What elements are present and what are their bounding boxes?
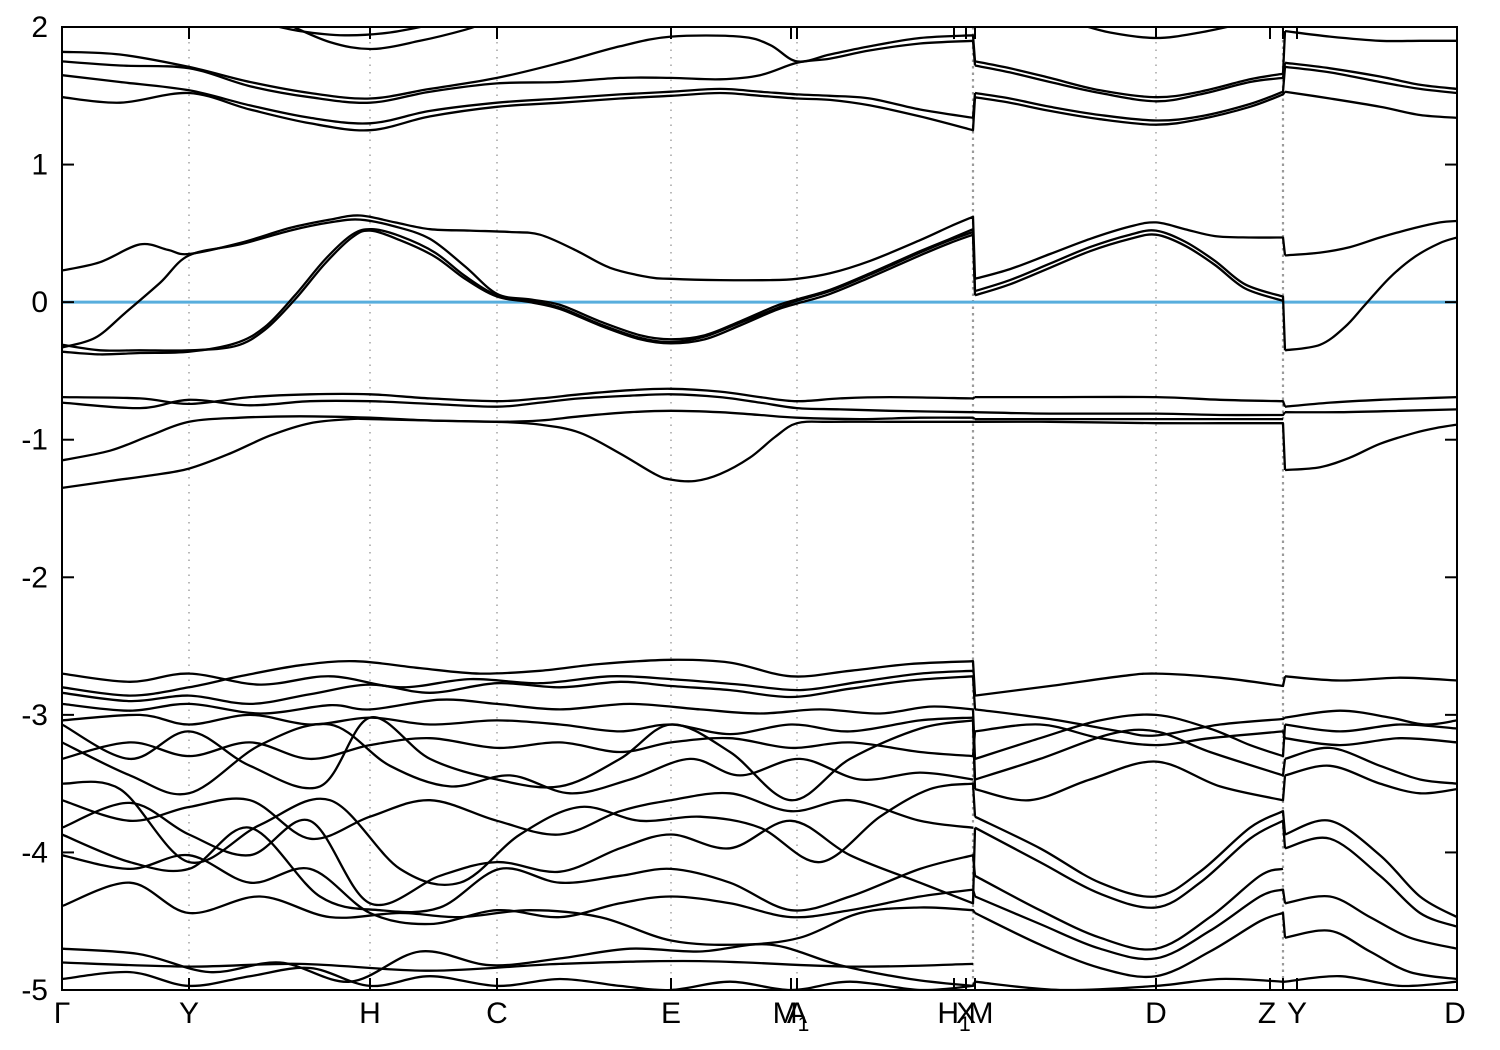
band-line [62,722,974,796]
x-tick-label: H [359,997,381,1030]
band-line [62,966,974,990]
band-line [62,29,1457,100]
band-line [62,801,1457,928]
band-line [62,959,974,972]
band-line [62,229,1284,352]
plot-border [61,26,1458,991]
band-line [62,658,1457,697]
band-line [62,393,1457,417]
band-line [62,65,1457,125]
y-tick-label: -2 [21,561,48,594]
band-line [1084,27,1233,40]
band-line [62,698,1457,760]
x-tick-label: E [661,997,681,1030]
x-tick-label: M1 [773,997,810,1036]
x-tick-label: D [1444,997,1466,1030]
y-tick-label: -4 [21,836,48,869]
band-line [62,943,1457,990]
x-tick-label: Y [179,997,199,1030]
x-tick-label: M [969,997,994,1030]
y-tick-label: 1 [31,149,48,182]
band-line [62,415,1457,483]
x-tick-label: D [1145,997,1167,1030]
band-line [62,669,974,692]
band-line [62,218,1457,352]
band-line [62,881,1457,981]
band-line [62,723,1457,761]
band-line [62,39,1457,104]
y-tick-label: -1 [21,424,48,457]
band-line [62,713,1457,785]
x-tick-label: C [486,997,508,1030]
band-line [62,387,1457,408]
x-tick-label: Z [1258,997,1276,1030]
band-line [62,214,1457,282]
x-tick-label: X [956,997,976,1030]
band-line [62,90,1457,132]
x-tick-label: A [787,997,807,1030]
x-tick-label: Γ [54,997,71,1030]
band-line [291,27,478,51]
y-tick-label: 0 [31,286,48,319]
band-line [62,675,1457,737]
band-line [62,791,974,841]
y-tick-label: -5 [21,974,48,1007]
band-line [62,228,974,356]
band-line [274,27,426,37]
y-tick-label: 2 [31,11,48,44]
y-tick-label: -3 [21,699,48,732]
x-tick-label: H1 [937,997,970,1036]
x-tick-label: Y [1287,997,1307,1030]
band-line [62,826,1284,951]
band-line [62,409,1283,490]
